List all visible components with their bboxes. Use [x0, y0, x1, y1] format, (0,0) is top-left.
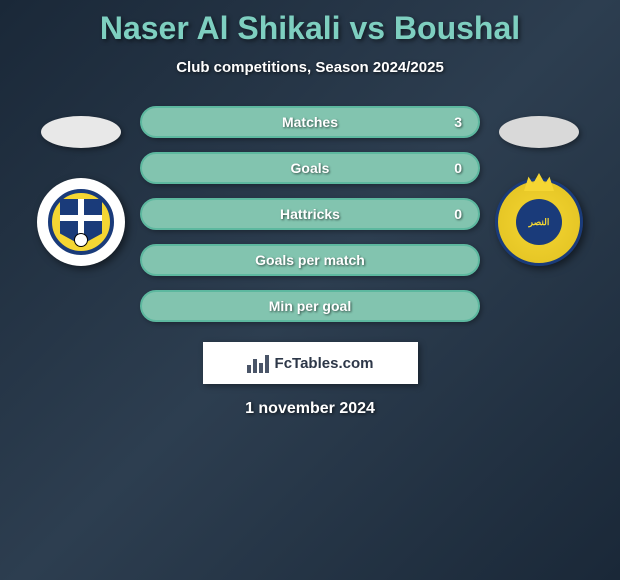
- team-badge-right: النصر: [495, 178, 583, 266]
- chart-icon: [247, 353, 269, 373]
- badge-right-center: النصر: [516, 199, 562, 245]
- stat-pill-goals-per-match: Goals per match: [140, 244, 480, 276]
- stat-pill-min-per-goal: Min per goal: [140, 290, 480, 322]
- stats-column: Matches 3 Goals 0 Hattricks 0 Goals per match M…: [140, 106, 480, 322]
- crown-icon: [524, 173, 554, 191]
- comparison-container: Naser Al Shikali vs Boushal Club competi…: [0, 0, 620, 428]
- stat-label: Goals per match: [255, 252, 365, 268]
- team-badge-left: [37, 178, 125, 266]
- oval-right: [499, 116, 579, 148]
- subtitle: Club competitions, Season 2024/2025: [176, 59, 444, 76]
- ball-icon: [74, 233, 88, 247]
- right-column: النصر: [495, 106, 583, 266]
- main-content: Matches 3 Goals 0 Hattricks 0 Goals per match M…: [0, 106, 620, 322]
- stat-label: Goals: [291, 160, 330, 176]
- stat-pill-goals: Goals 0: [140, 152, 480, 184]
- stat-value-right: 0: [454, 160, 462, 176]
- oval-left: [41, 116, 121, 148]
- stat-label: Hattricks: [280, 206, 340, 222]
- stat-pill-matches: Matches 3: [140, 106, 480, 138]
- badge-left-inner: [48, 189, 114, 255]
- stat-pill-hattricks: Hattricks 0: [140, 198, 480, 230]
- left-column: [37, 106, 125, 266]
- stat-value-right: 3: [454, 114, 462, 130]
- stat-value-right: 0: [454, 206, 462, 222]
- date-text: 1 november 2024: [245, 400, 375, 418]
- logo-text: FcTables.com: [275, 355, 374, 372]
- stat-label: Min per goal: [269, 298, 351, 314]
- stat-label: Matches: [282, 114, 338, 130]
- page-title: Naser Al Shikali vs Boushal: [100, 10, 520, 47]
- fctables-logo: FcTables.com: [203, 342, 418, 384]
